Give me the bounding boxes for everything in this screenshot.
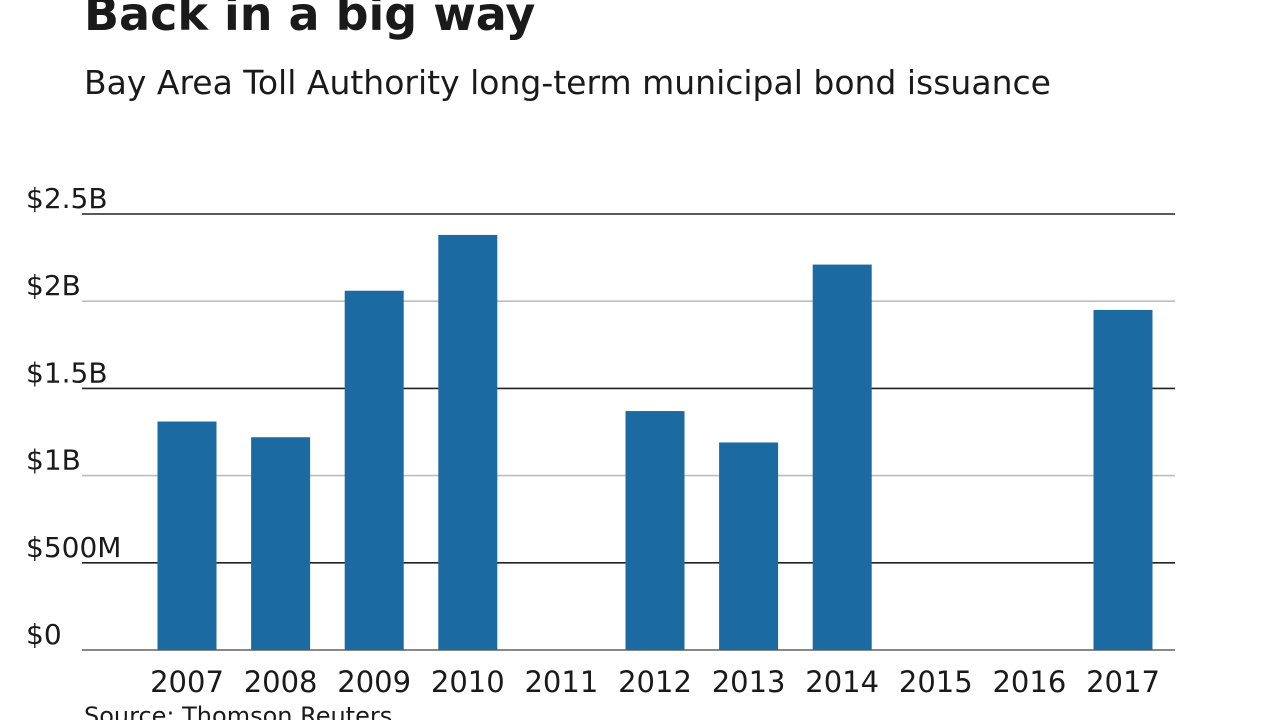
- x-tick-label: 2007: [150, 665, 224, 699]
- x-tick-label: 2013: [712, 665, 786, 699]
- bar-2013: [719, 442, 779, 650]
- y-tick-label: $1B: [26, 444, 81, 477]
- bar-2017: [1093, 309, 1153, 650]
- x-tick-labels: 2007 2008 2009 2010 2011 2012 2013 2014 2015 2016…: [150, 665, 1160, 699]
- y-tick-label: $2.5B: [26, 182, 108, 215]
- bar-2014: [812, 264, 872, 650]
- y-tick-label: $500M: [26, 531, 121, 564]
- y-tick-label: $1.5B: [26, 356, 108, 389]
- x-tick-label: 2015: [899, 665, 973, 699]
- bar-2010: [438, 234, 498, 651]
- bar-2009: [344, 290, 404, 650]
- y-tick-label: $2B: [26, 269, 81, 302]
- y-tick-labels: $0 $500M $1B $1.5B $2B $2.5B: [26, 182, 121, 651]
- bar-2012: [625, 411, 685, 650]
- x-tick-label: 2012: [618, 665, 692, 699]
- chart-title: Back in a big way: [84, 0, 536, 41]
- x-tick-label: 2008: [244, 665, 318, 699]
- x-tick-label: 2017: [1086, 665, 1160, 699]
- x-tick-label: 2014: [805, 665, 879, 699]
- x-tick-label: 2016: [992, 665, 1066, 699]
- chart-subtitle: Bay Area Toll Authority long-term munici…: [84, 63, 1051, 102]
- bar-2007: [157, 421, 217, 650]
- bar-2008: [251, 437, 311, 650]
- x-tick-label: 2011: [524, 665, 598, 699]
- x-tick-label: 2009: [337, 665, 411, 699]
- bars: [157, 234, 1153, 651]
- y-tick-label: $0: [26, 618, 62, 651]
- chart-source: Source: Thomson Reuters: [84, 702, 393, 720]
- x-tick-label: 2010: [431, 665, 505, 699]
